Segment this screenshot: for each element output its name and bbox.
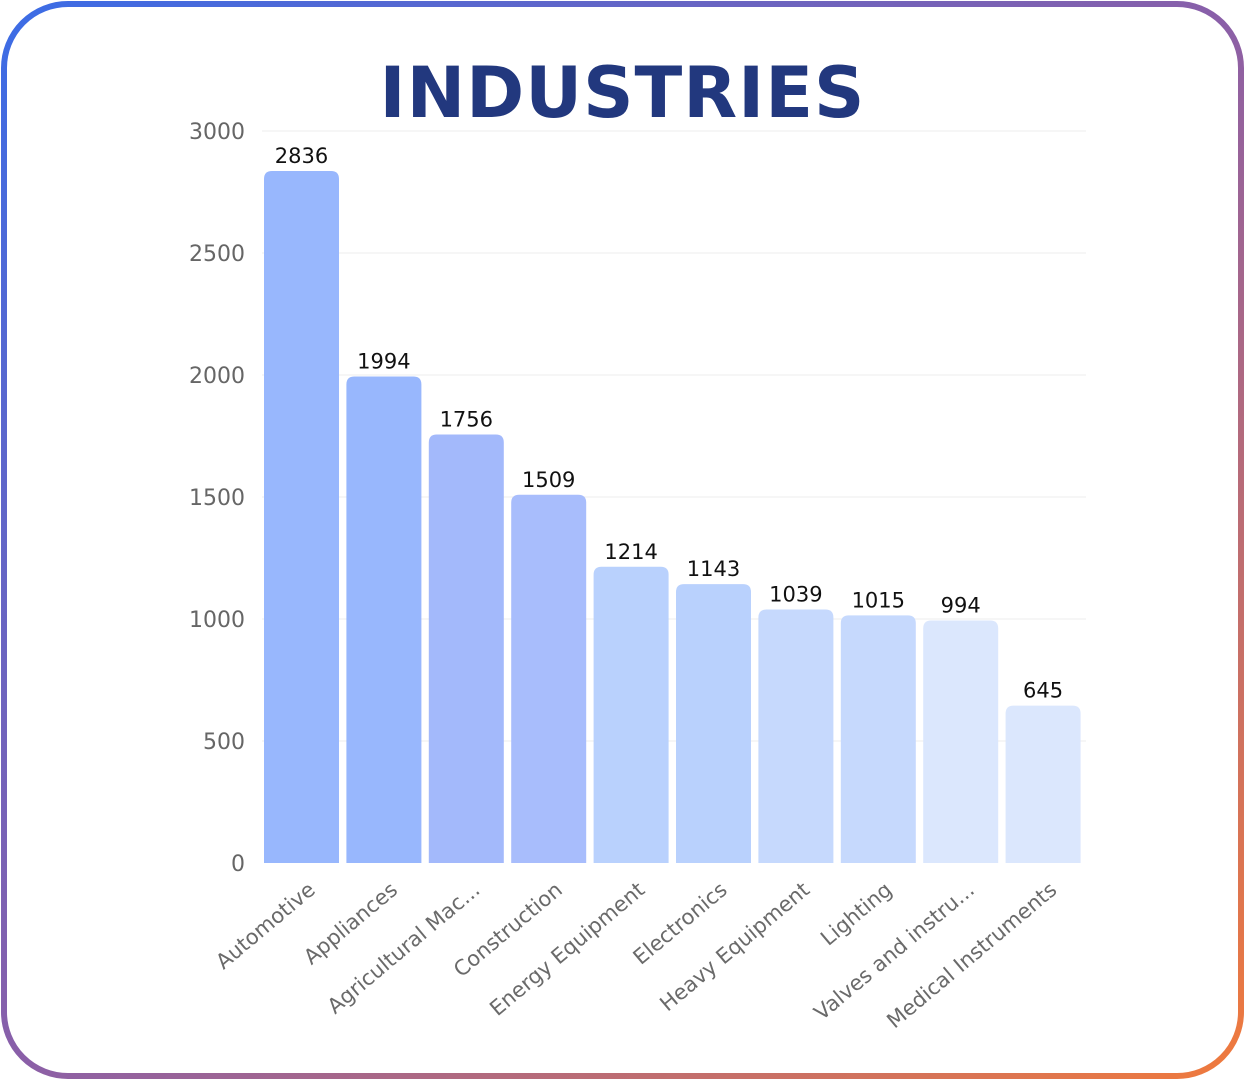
data-label: 1756: [440, 408, 493, 432]
chart-title: INDUSTRIES: [379, 52, 866, 134]
bar[interactable]: [1005, 705, 1081, 863]
data-label: 2836: [275, 144, 328, 168]
data-label: 1994: [357, 349, 410, 373]
data-label: 1509: [522, 468, 575, 492]
data-label: 1214: [604, 540, 657, 564]
y-tick-label: 500: [203, 730, 245, 755]
y-tick-label: 3000: [189, 120, 245, 145]
y-tick-label: 2500: [189, 242, 245, 267]
data-label: 645: [1023, 679, 1063, 703]
bar[interactable]: [840, 615, 916, 863]
y-tick-label: 0: [231, 852, 245, 877]
data-label: 994: [941, 593, 981, 617]
data-label: 1015: [852, 588, 905, 612]
bar[interactable]: [593, 566, 669, 863]
bar[interactable]: [676, 584, 751, 863]
bar[interactable]: [428, 434, 504, 863]
bar[interactable]: [511, 494, 587, 863]
bar[interactable]: [923, 620, 999, 863]
y-tick-label: 1500: [189, 486, 245, 511]
data-label: 1143: [687, 557, 740, 581]
bar[interactable]: [264, 171, 339, 864]
bar[interactable]: [758, 609, 834, 863]
data-label: 1039: [769, 582, 822, 606]
bar[interactable]: [346, 376, 422, 863]
y-tick-label: 1000: [189, 608, 245, 633]
y-tick-label: 2000: [189, 364, 245, 389]
